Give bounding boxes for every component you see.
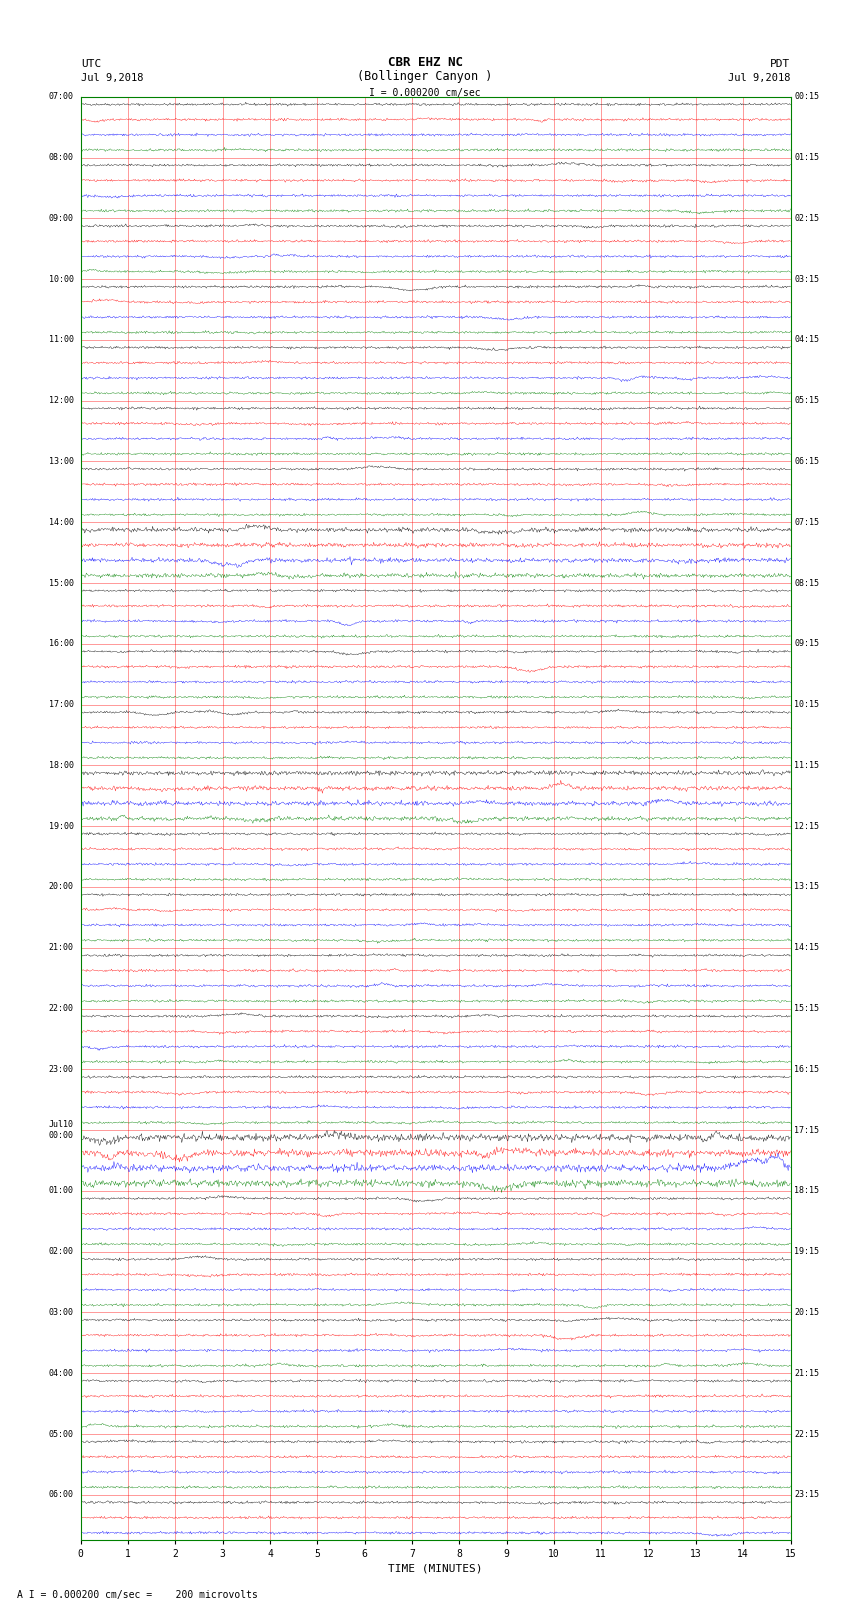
Text: 11:00: 11:00	[48, 336, 74, 345]
Text: 00:15: 00:15	[794, 92, 819, 102]
Text: 14:15: 14:15	[794, 944, 819, 952]
Text: 18:15: 18:15	[794, 1187, 819, 1195]
Text: 15:00: 15:00	[48, 579, 74, 587]
Text: 14:00: 14:00	[48, 518, 74, 527]
Text: Jul 9,2018: Jul 9,2018	[728, 73, 791, 84]
Text: 23:15: 23:15	[794, 1490, 819, 1500]
Text: 13:15: 13:15	[794, 882, 819, 892]
Text: 19:15: 19:15	[794, 1247, 819, 1257]
Text: 03:00: 03:00	[48, 1308, 74, 1316]
Text: 03:15: 03:15	[794, 274, 819, 284]
Text: 06:00: 06:00	[48, 1490, 74, 1500]
Text: 01:15: 01:15	[794, 153, 819, 161]
Text: 08:15: 08:15	[794, 579, 819, 587]
Text: 17:00: 17:00	[48, 700, 74, 710]
Text: 23:00: 23:00	[48, 1065, 74, 1074]
Text: 21:00: 21:00	[48, 944, 74, 952]
Text: 20:15: 20:15	[794, 1308, 819, 1316]
Text: 02:15: 02:15	[794, 215, 819, 223]
Text: I = 0.000200 cm/sec: I = 0.000200 cm/sec	[369, 87, 481, 97]
Text: PDT: PDT	[770, 58, 790, 69]
Text: 12:00: 12:00	[48, 397, 74, 405]
Text: 09:00: 09:00	[48, 215, 74, 223]
Text: 05:15: 05:15	[794, 397, 819, 405]
Text: 02:00: 02:00	[48, 1247, 74, 1257]
Text: (Bollinger Canyon ): (Bollinger Canyon )	[357, 69, 493, 84]
X-axis label: TIME (MINUTES): TIME (MINUTES)	[388, 1563, 483, 1574]
Text: 18:00: 18:00	[48, 761, 74, 769]
Text: 20:00: 20:00	[48, 882, 74, 892]
Text: 22:00: 22:00	[48, 1003, 74, 1013]
Text: 16:15: 16:15	[794, 1065, 819, 1074]
Text: 06:15: 06:15	[794, 456, 819, 466]
Text: 04:00: 04:00	[48, 1369, 74, 1378]
Text: UTC: UTC	[81, 58, 101, 69]
Text: 16:00: 16:00	[48, 639, 74, 648]
Text: 09:15: 09:15	[794, 639, 819, 648]
Text: 19:00: 19:00	[48, 821, 74, 831]
Text: 01:00: 01:00	[48, 1187, 74, 1195]
Text: 05:00: 05:00	[48, 1429, 74, 1439]
Text: 21:15: 21:15	[794, 1369, 819, 1378]
Text: 13:00: 13:00	[48, 456, 74, 466]
Text: 08:00: 08:00	[48, 153, 74, 161]
Text: 10:00: 10:00	[48, 274, 74, 284]
Text: 22:15: 22:15	[794, 1429, 819, 1439]
Text: 07:15: 07:15	[794, 518, 819, 527]
Text: 04:15: 04:15	[794, 336, 819, 345]
Text: 11:15: 11:15	[794, 761, 819, 769]
Text: 10:15: 10:15	[794, 700, 819, 710]
Text: CBR EHZ NC: CBR EHZ NC	[388, 55, 462, 69]
Text: Jul10
00:00: Jul10 00:00	[48, 1121, 74, 1140]
Text: 07:00: 07:00	[48, 92, 74, 102]
Text: 15:15: 15:15	[794, 1003, 819, 1013]
Text: Jul 9,2018: Jul 9,2018	[81, 73, 144, 84]
Text: 12:15: 12:15	[794, 821, 819, 831]
Text: 17:15: 17:15	[794, 1126, 819, 1134]
Text: A I = 0.000200 cm/sec =    200 microvolts: A I = 0.000200 cm/sec = 200 microvolts	[17, 1590, 258, 1600]
